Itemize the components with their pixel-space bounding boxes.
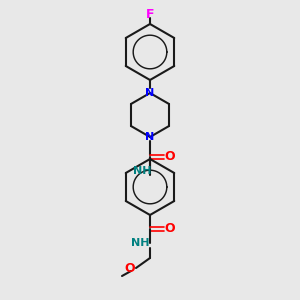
Text: O: O (125, 262, 135, 275)
Text: N: N (146, 88, 154, 98)
Text: N: N (146, 132, 154, 142)
Text: F: F (146, 8, 154, 20)
Text: O: O (165, 151, 175, 164)
Text: NH: NH (133, 166, 151, 176)
Text: NH: NH (131, 238, 149, 248)
Text: O: O (165, 223, 175, 236)
